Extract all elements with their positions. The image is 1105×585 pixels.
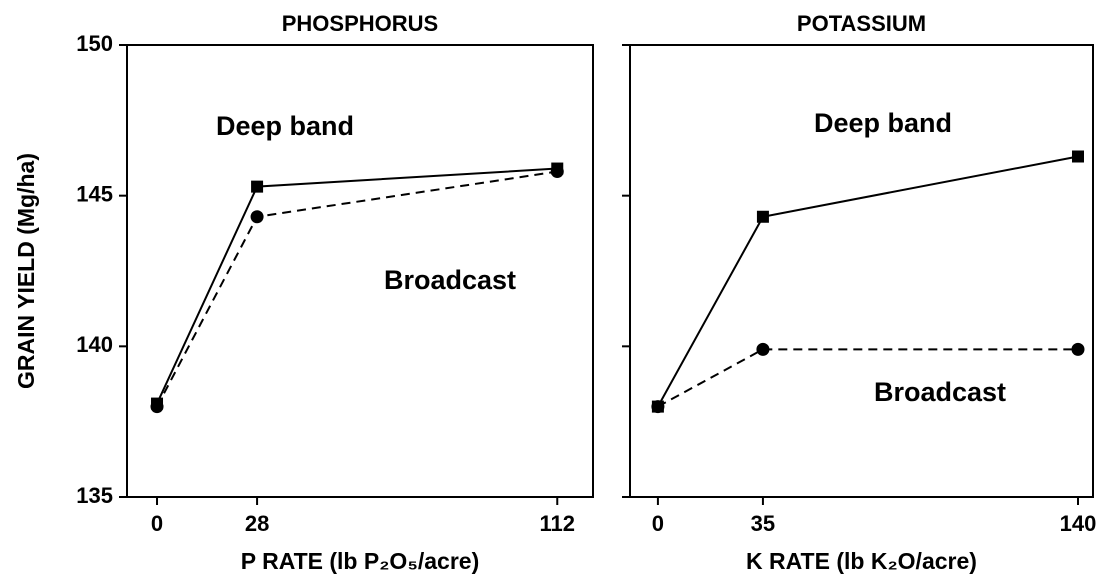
x-tick-label: 28 [245,511,269,536]
circle-marker [250,210,264,224]
series-label: Broadcast [384,265,516,295]
x-tick-label: 140 [1060,511,1097,536]
circle-marker [756,342,770,356]
x-axis-label: K RATE (lb K₂O/acre) [746,548,977,574]
circle-marker [651,400,665,414]
plot-frame [629,44,1094,498]
square-marker [1071,150,1084,163]
circle-marker [1071,342,1085,356]
y-axis-label: GRAIN YIELD (Mg/ha) [13,153,39,389]
y-tick-label: 135 [76,483,113,508]
x-tick-label: 0 [151,511,163,536]
y-tick-label: 140 [76,332,113,357]
circle-marker [550,165,564,179]
chart-title: PHOSPHORUS [282,11,438,36]
plot-frame [126,44,594,498]
series-line [657,348,1078,408]
chart-title: POTASSIUM [797,11,926,36]
x-tick-label: 35 [751,511,775,536]
circle-marker [150,400,164,414]
square-marker [756,210,769,223]
series-label: Deep band [814,108,952,138]
x-tick-label: 112 [540,511,576,536]
y-tick-label: 150 [76,31,113,56]
y-tick-label: 145 [76,181,113,206]
series-label: Deep band [216,111,354,141]
x-tick-label: 0 [652,511,664,536]
x-axis-label: P RATE (lb P₂O₅/acre) [241,548,479,574]
series-line [657,155,1079,408]
series-label: Broadcast [874,377,1006,407]
square-marker [251,180,264,193]
